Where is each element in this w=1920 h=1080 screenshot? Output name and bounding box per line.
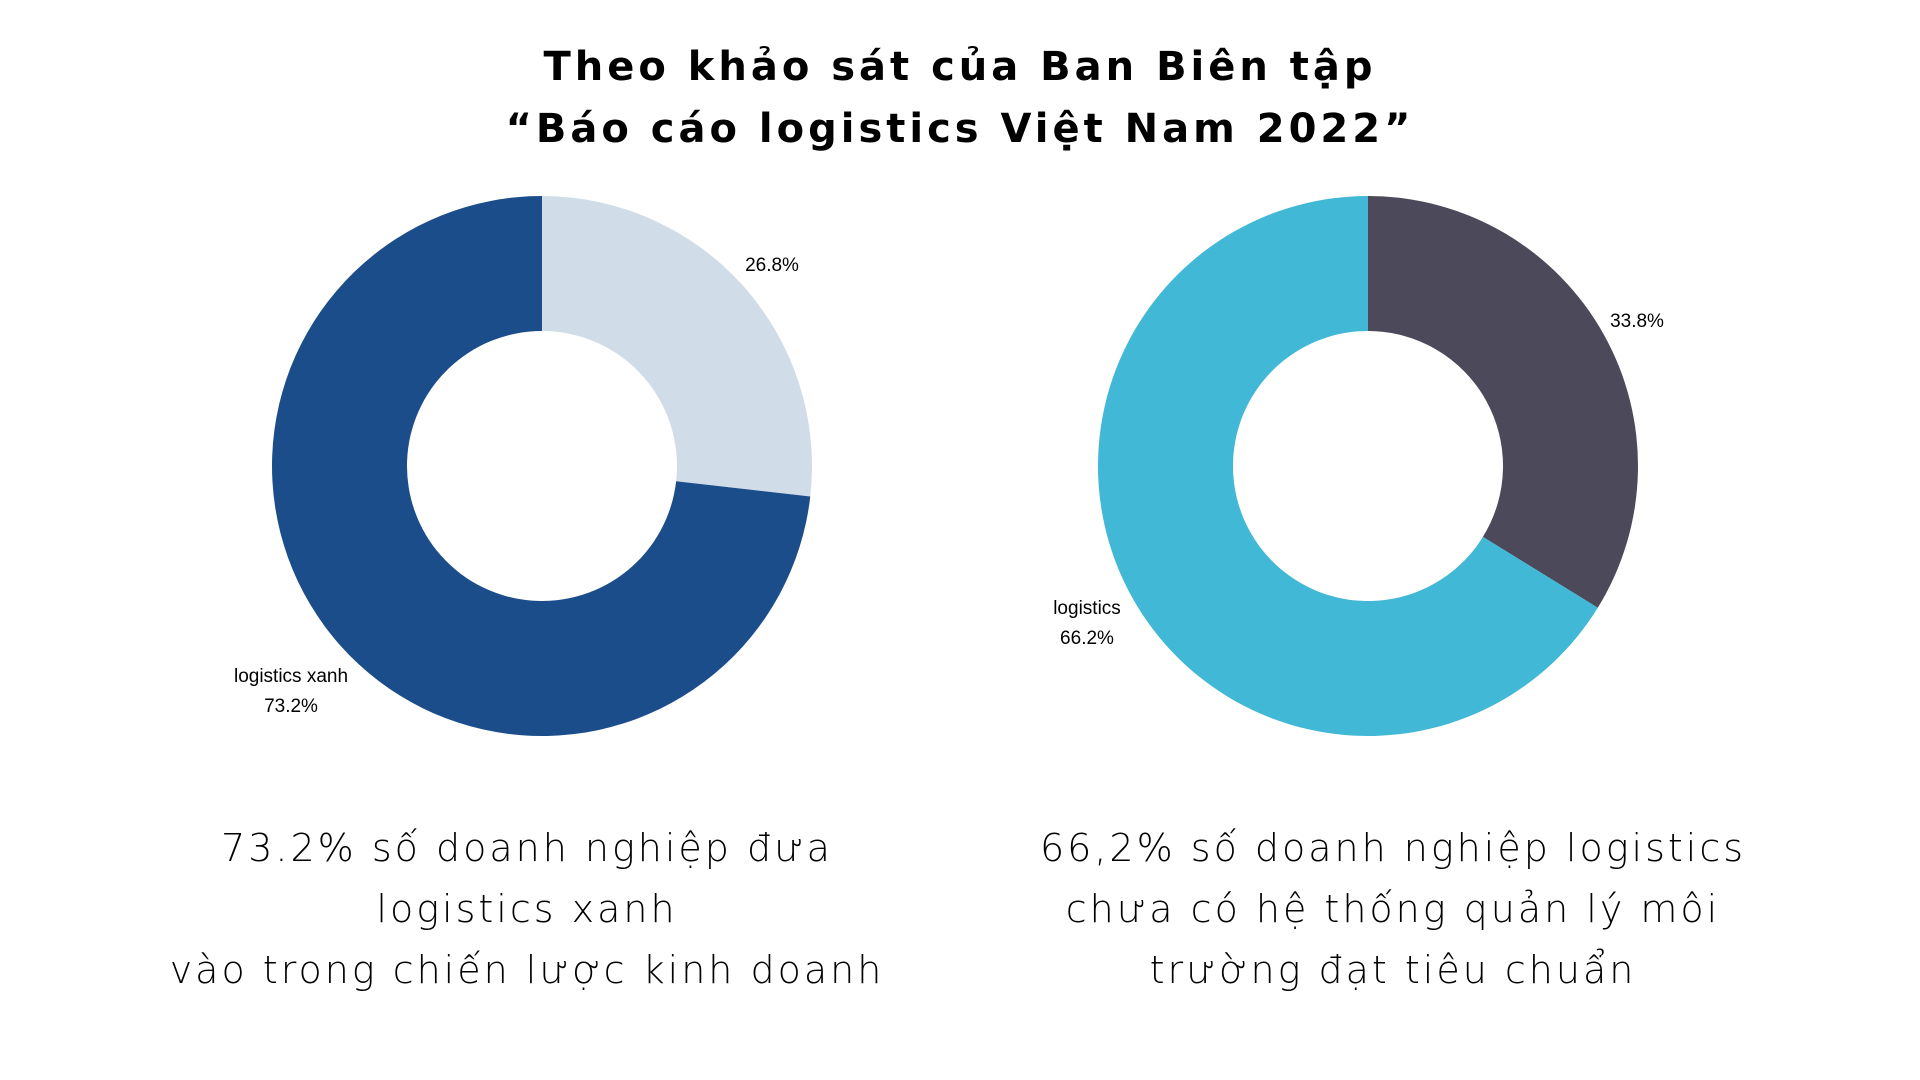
caption-right-line-3: trường đạt tiêu chuẩn bbox=[1149, 948, 1637, 992]
donut-1-slice-0 bbox=[1368, 196, 1638, 608]
slice-label-right-logistics: logistics 66.2% bbox=[1053, 598, 1121, 649]
caption-left-line-1: 73.2% số doanh nghiệp đưa bbox=[221, 826, 833, 870]
caption-left-line-2: logistics xanh bbox=[376, 887, 678, 931]
caption-left: 73.2% số doanh nghiệp đưa logistics xanh… bbox=[127, 818, 927, 1001]
slice-label-right-33-8: 33.8% bbox=[1610, 311, 1664, 332]
slice-label-left-logistics-xanh: logistics xanh 73.2% bbox=[233, 666, 349, 717]
chart-title-line-1: Theo khảo sát của Ban Biên tập bbox=[543, 44, 1377, 90]
caption-right-line-2: chưa có hệ thống quản lý môi bbox=[1065, 887, 1721, 931]
chart-title-line-2: “Báo cáo logistics Việt Nam 2022” bbox=[505, 106, 1415, 152]
donut-0-slice-1 bbox=[271, 196, 811, 736]
caption-right-line-1: 66,2% số doanh nghiệp logistics bbox=[1039, 826, 1747, 870]
donut-1-slice-1 bbox=[1098, 196, 1598, 736]
caption-left-line-3: vào trong chiến lược kinh doanh bbox=[169, 948, 885, 992]
donut-0-slice-0 bbox=[542, 196, 812, 497]
caption-right: 66,2% số doanh nghiệp logistics chưa có … bbox=[993, 818, 1793, 1001]
slice-label-left-26-8: 26.8% bbox=[745, 255, 799, 276]
